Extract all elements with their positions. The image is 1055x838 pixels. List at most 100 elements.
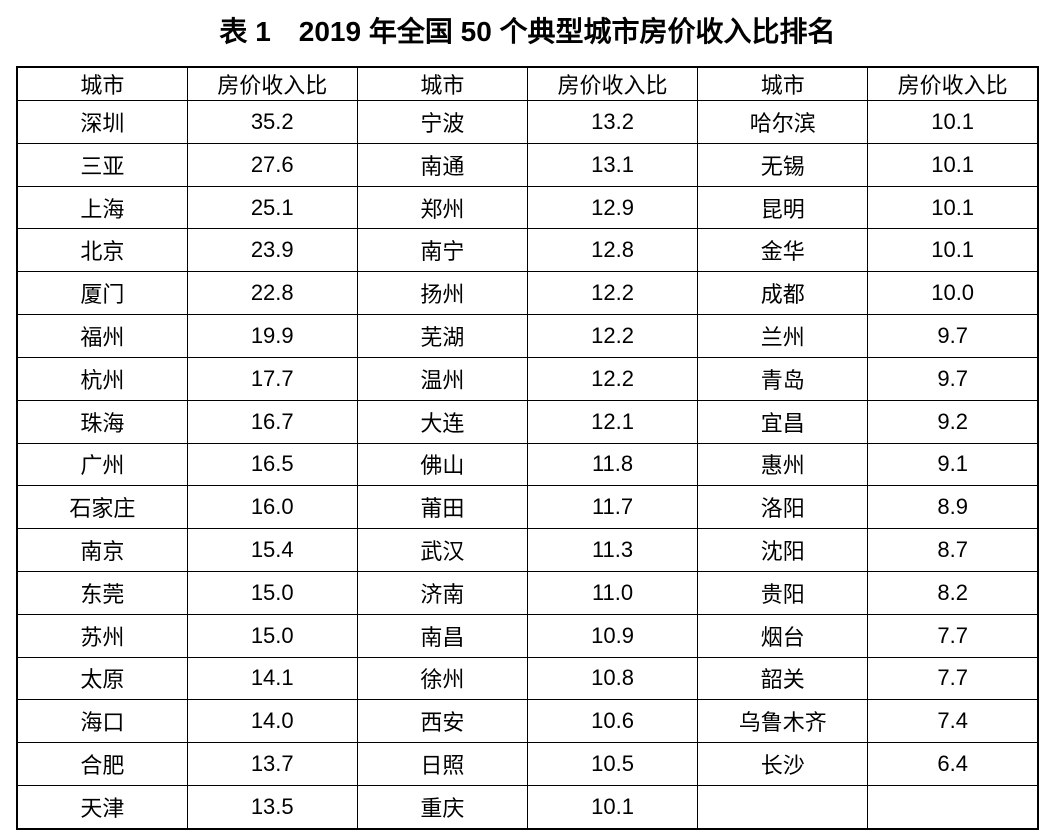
ratio-cell: 16.0 bbox=[186, 485, 358, 530]
city-cell: 徐州 bbox=[356, 656, 528, 701]
city-cell: 南昌 bbox=[356, 613, 528, 658]
city-cell: 北京 bbox=[16, 228, 188, 273]
header-cell: 城市 bbox=[356, 66, 528, 101]
ratio-cell: 7.7 bbox=[867, 613, 1039, 658]
city-cell: 温州 bbox=[356, 356, 528, 401]
city-cell: 南通 bbox=[356, 142, 528, 187]
city-cell: 贵阳 bbox=[697, 570, 869, 615]
city-cell: 南京 bbox=[16, 528, 188, 572]
ratio-cell: 12.8 bbox=[526, 228, 699, 273]
header-row: 城市 房价收入比 城市 房价收入比 城市 房价收入比 bbox=[16, 66, 1039, 101]
city-cell: 深圳 bbox=[16, 100, 188, 144]
city-cell: 乌鲁木齐 bbox=[697, 699, 869, 744]
table-row: 深圳 35.2 宁波 13.2 哈尔滨 10.1 bbox=[16, 100, 1039, 144]
ratio-cell: 17.7 bbox=[186, 356, 358, 401]
ratio-cell: 12.1 bbox=[526, 399, 699, 444]
ratio-cell: 14.0 bbox=[186, 699, 358, 744]
city-cell: 沈阳 bbox=[697, 528, 869, 572]
city-cell: 武汉 bbox=[356, 528, 528, 572]
city-cell bbox=[697, 785, 869, 830]
ratio-cell: 8.9 bbox=[867, 485, 1039, 530]
city-cell: 扬州 bbox=[356, 271, 528, 316]
city-cell: 苏州 bbox=[16, 613, 188, 658]
header-cell: 城市 bbox=[16, 66, 188, 101]
ratio-cell: 11.0 bbox=[526, 570, 699, 615]
city-cell: 福州 bbox=[16, 314, 188, 358]
ratio-cell: 10.9 bbox=[526, 613, 699, 658]
city-cell: 莆田 bbox=[356, 485, 528, 530]
city-cell: 天津 bbox=[16, 785, 188, 830]
ratio-cell: 13.5 bbox=[186, 785, 358, 830]
ratio-cell: 35.2 bbox=[186, 100, 358, 144]
header-cell: 房价收入比 bbox=[526, 66, 699, 101]
ratio-cell: 8.2 bbox=[867, 570, 1039, 615]
ratio-cell: 7.4 bbox=[867, 699, 1039, 744]
city-cell: 东莞 bbox=[16, 570, 188, 615]
ratio-cell: 9.2 bbox=[867, 399, 1039, 444]
ratio-cell: 9.1 bbox=[867, 442, 1039, 487]
table-row: 杭州 17.7 温州 12.2 青岛 9.7 bbox=[16, 356, 1039, 401]
ratio-cell: 7.7 bbox=[867, 656, 1039, 701]
city-cell: 宁波 bbox=[356, 100, 528, 144]
ratio-cell: 10.1 bbox=[867, 100, 1039, 144]
table-row: 合肥 13.7 日照 10.5 长沙 6.4 bbox=[16, 742, 1039, 786]
table-row: 南京 15.4 武汉 11.3 沈阳 8.7 bbox=[16, 528, 1039, 572]
ratio-cell: 23.9 bbox=[186, 228, 358, 273]
city-cell: 珠海 bbox=[16, 399, 188, 444]
table-title: 表 1 2019 年全国 50 个典型城市房价收入比排名 bbox=[219, 16, 836, 47]
header-cell: 城市 bbox=[697, 66, 869, 101]
city-cell: 昆明 bbox=[697, 185, 869, 230]
city-cell: 烟台 bbox=[697, 613, 869, 658]
city-cell: 济南 bbox=[356, 570, 528, 615]
table-row: 海口 14.0 西安 10.6 乌鲁木齐 7.4 bbox=[16, 699, 1039, 744]
ratio-cell: 10.1 bbox=[867, 142, 1039, 187]
city-cell: 南宁 bbox=[356, 228, 528, 273]
ratio-cell: 13.2 bbox=[526, 100, 699, 144]
ratio-cell: 10.1 bbox=[526, 785, 699, 830]
table-row: 广州 16.5 佛山 11.8 惠州 9.1 bbox=[16, 442, 1039, 487]
city-cell: 惠州 bbox=[697, 442, 869, 487]
ratio-cell: 27.6 bbox=[186, 142, 358, 187]
table-body: 深圳 35.2 宁波 13.2 哈尔滨 10.1 三亚 27.6 南通 13.1 无锡 10.1 上海 2… bbox=[16, 100, 1039, 830]
ratio-cell: 13.1 bbox=[526, 142, 699, 187]
city-cell: 芜湖 bbox=[356, 314, 528, 358]
ratio-cell: 8.7 bbox=[867, 528, 1039, 572]
ratio-cell: 11.3 bbox=[526, 528, 699, 572]
ratio-cell: 6.4 bbox=[867, 742, 1039, 786]
ratio-cell: 10.0 bbox=[867, 271, 1039, 316]
city-cell: 重庆 bbox=[356, 785, 528, 830]
ratio-cell: 9.7 bbox=[867, 314, 1039, 358]
ratio-cell: 11.7 bbox=[526, 485, 699, 530]
table-row: 珠海 16.7 大连 12.1 宜昌 9.2 bbox=[16, 399, 1039, 444]
ratio-cell: 15.0 bbox=[186, 570, 358, 615]
city-cell: 成都 bbox=[697, 271, 869, 316]
table-row: 上海 25.1 郑州 12.9 昆明 10.1 bbox=[16, 185, 1039, 230]
ratio-cell: 16.5 bbox=[186, 442, 358, 487]
ratio-cell: 16.7 bbox=[186, 399, 358, 444]
city-cell: 大连 bbox=[356, 399, 528, 444]
city-cell: 佛山 bbox=[356, 442, 528, 487]
city-cell: 上海 bbox=[16, 185, 188, 230]
table-row: 石家庄 16.0 莆田 11.7 洛阳 8.9 bbox=[16, 485, 1039, 530]
city-cell: 洛阳 bbox=[697, 485, 869, 530]
city-cell: 金华 bbox=[697, 228, 869, 273]
city-cell: 石家庄 bbox=[16, 485, 188, 530]
city-cell: 青岛 bbox=[697, 356, 869, 401]
city-cell: 海口 bbox=[16, 699, 188, 744]
city-cell: 韶关 bbox=[697, 656, 869, 701]
city-cell: 太原 bbox=[16, 656, 188, 701]
city-cell: 合肥 bbox=[16, 742, 188, 786]
ratio-cell: 12.2 bbox=[526, 314, 699, 358]
table-row: 太原 14.1 徐州 10.8 韶关 7.7 bbox=[16, 656, 1039, 701]
table-row: 天津 13.5 重庆 10.1 bbox=[16, 785, 1039, 830]
city-cell: 日照 bbox=[356, 742, 528, 786]
ratio-cell: 12.2 bbox=[526, 271, 699, 316]
price-income-ratio-table: 城市 房价收入比 城市 房价收入比 城市 房价收入比 深圳 35.2 宁波 13.2 哈尔滨 10.… bbox=[16, 66, 1039, 830]
table-row: 福州 19.9 芜湖 12.2 兰州 9.7 bbox=[16, 314, 1039, 358]
table-row: 厦门 22.8 扬州 12.2 成都 10.0 bbox=[16, 271, 1039, 316]
ratio-cell: 10.1 bbox=[867, 185, 1039, 230]
city-cell: 厦门 bbox=[16, 271, 188, 316]
header-cell: 房价收入比 bbox=[867, 66, 1039, 101]
ratio-cell: 12.2 bbox=[526, 356, 699, 401]
ratio-cell: 10.6 bbox=[526, 699, 699, 744]
